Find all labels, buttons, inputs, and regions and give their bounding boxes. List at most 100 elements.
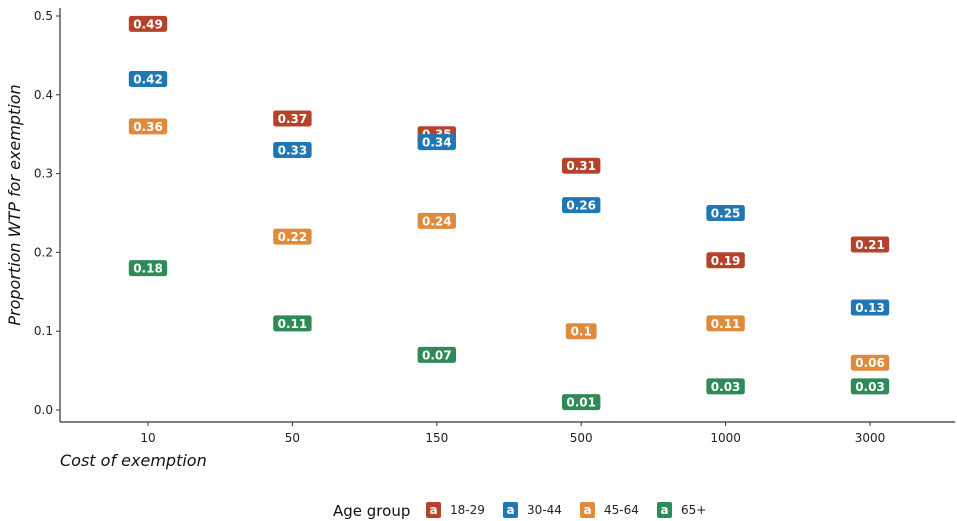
data-label-box	[128, 15, 168, 32]
data-label-value: 0.33	[278, 143, 308, 157]
legend-key-glyph: a	[429, 503, 437, 517]
data-label: 0.01	[562, 394, 601, 411]
data-label-value: 0.21	[855, 238, 885, 252]
data-label-value: 0.26	[566, 199, 596, 213]
y-tick-label: 0.1	[34, 324, 53, 338]
data-label-box	[565, 323, 597, 340]
data-label: 0.03	[706, 378, 745, 395]
y-tick-label: 0.0	[34, 403, 53, 417]
data-label-box	[273, 110, 312, 127]
data-label-value: 0.11	[278, 317, 308, 331]
data-label-box	[850, 354, 890, 371]
x-axis: 10 50 150 500 1000 3000	[60, 421, 955, 445]
data-label: 0.13	[850, 299, 890, 316]
data-label-box	[417, 346, 456, 363]
x-tick-label: 500	[570, 431, 593, 445]
data-label-box	[850, 236, 890, 253]
data-label: 0.36	[128, 118, 168, 135]
legend-key-glyph: a	[660, 503, 668, 517]
y-tick-label: 0.4	[34, 88, 53, 102]
data-label-box	[417, 134, 456, 151]
data-label: 0.33	[273, 141, 312, 158]
data-label-box	[128, 71, 168, 88]
legend-title: Age group	[333, 502, 410, 520]
y-axis-title: Proportion WTP for exemption	[5, 84, 24, 325]
x-tick-label: 150	[425, 431, 448, 445]
y-tick-label: 0.3	[34, 167, 53, 181]
data-label: 0.42	[128, 71, 168, 88]
data-label-value: 0.19	[711, 254, 741, 268]
data-label: 0.11	[273, 315, 312, 332]
data-label-value: 0.25	[711, 207, 741, 221]
data-label: 0.34	[417, 134, 456, 151]
data-label-value: 0.37	[278, 112, 308, 126]
legend-item: a 65+	[657, 502, 706, 518]
legend-label: 30-44	[527, 503, 562, 517]
data-label: 0.06	[850, 354, 890, 371]
legend-key	[503, 502, 518, 518]
legend-label: 45-64	[604, 503, 639, 517]
data-label: 0.07	[417, 346, 456, 363]
data-label-value: 0.31	[566, 159, 596, 173]
data-label-box	[706, 378, 745, 395]
data-label: 0.26	[562, 197, 601, 214]
data-label-value: 0.49	[133, 17, 163, 31]
data-label: 0.37	[273, 110, 312, 127]
data-label-value: 0.03	[711, 380, 741, 394]
legend: Age group a 18-29 a 30-44 a 45-64 a 65+	[333, 502, 706, 520]
data-label-value: 0.42	[133, 73, 163, 87]
data-label-value: 0.07	[422, 348, 452, 362]
data-label: 0.1	[565, 323, 597, 340]
data-label-value: 0.22	[278, 230, 308, 244]
data-label: 0.49	[128, 15, 168, 32]
data-label: 0.19	[706, 252, 745, 269]
data-label-box	[850, 378, 890, 395]
data-label-box	[128, 260, 168, 277]
legend-label: 18-29	[450, 503, 485, 517]
legend-key	[426, 502, 441, 518]
data-label: 0.31	[562, 157, 601, 174]
data-label-box	[850, 299, 890, 316]
data-label: 0.25	[706, 205, 745, 221]
data-label-value: 0.36	[133, 120, 163, 134]
data-label-box	[562, 157, 601, 174]
data-label: 0.18	[128, 260, 168, 277]
data-label-box	[273, 315, 312, 332]
data-label: 0.21	[850, 236, 890, 253]
data-label-box	[706, 315, 745, 332]
data-label-value: 0.1	[571, 325, 592, 339]
legend-item: a 18-29	[426, 502, 485, 518]
data-label: 0.22	[273, 228, 312, 245]
data-label-value: 0.13	[855, 301, 885, 315]
y-tick-label: 0.5	[34, 9, 53, 23]
x-tick-label: 1000	[710, 431, 741, 445]
y-tick-label: 0.2	[34, 245, 53, 259]
data-label-box	[417, 212, 456, 229]
data-label-value: 0.11	[711, 317, 741, 331]
data-label-value: 0.01	[566, 396, 596, 410]
x-tick-label: 50	[285, 431, 300, 445]
legend-key	[580, 502, 595, 518]
data-label: 0.11	[706, 315, 745, 332]
data-label-box	[562, 197, 601, 214]
legend-key-glyph: a	[506, 503, 514, 517]
data-label-box	[562, 394, 601, 411]
data-label-box	[706, 205, 745, 221]
legend-item: a 45-64	[580, 502, 639, 518]
x-tick-label: 3000	[855, 431, 886, 445]
legend-key	[657, 502, 672, 518]
data-label-box	[273, 141, 312, 158]
data-label-value: 0.24	[422, 214, 452, 228]
data-labels: 0.490.370.350.310.190.210.420.330.340.26…	[128, 15, 890, 411]
data-label-box	[706, 252, 745, 269]
data-label-value: 0.06	[855, 356, 885, 370]
x-tick-label: 10	[140, 431, 155, 445]
legend-label: 65+	[681, 503, 706, 517]
x-axis-title: Cost of exemption	[60, 451, 207, 470]
data-label: 0.03	[850, 378, 890, 395]
data-label: 0.24	[417, 212, 456, 229]
data-label-box	[128, 118, 168, 135]
legend-item: a 30-44	[503, 502, 562, 518]
y-axis: 0.0 0.1 0.2 0.3 0.4 0.5	[34, 8, 61, 422]
